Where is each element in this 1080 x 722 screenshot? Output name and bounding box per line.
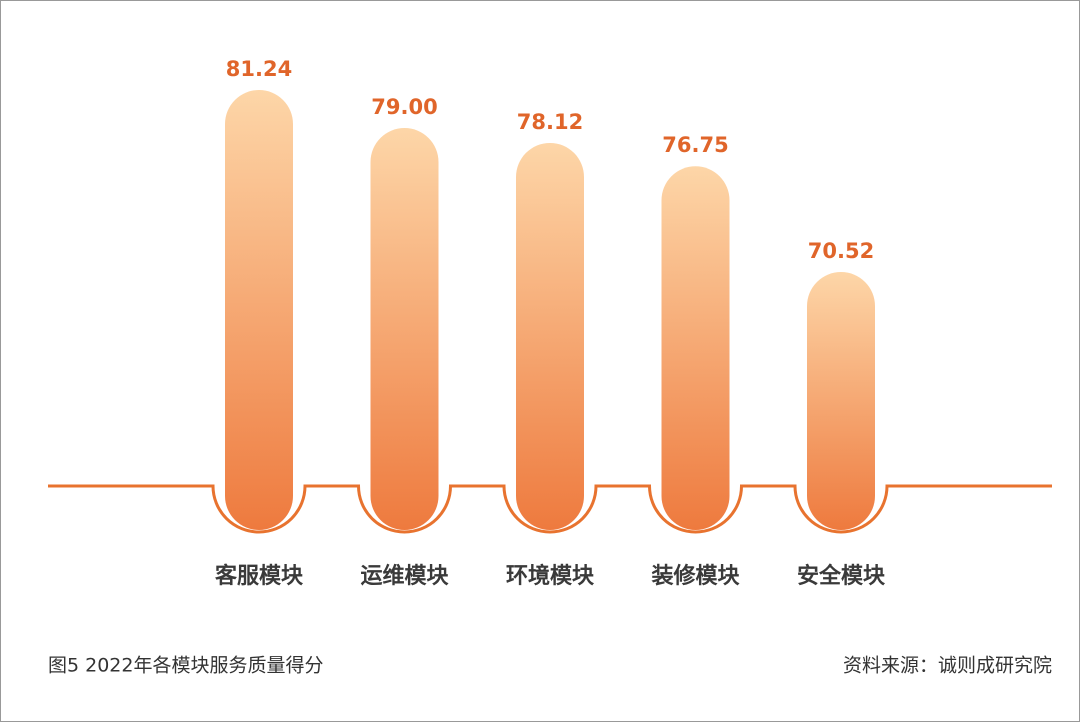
x-tick-label: 安全模块	[797, 563, 886, 589]
x-tick-label: 客服模块	[215, 563, 304, 589]
bar	[807, 272, 875, 530]
bar	[370, 128, 439, 530]
bar	[516, 142, 584, 530]
bar	[225, 90, 293, 530]
caption: 图5 2022年各模块服务质量得分	[48, 655, 323, 677]
value-label: 78.12	[517, 110, 583, 134]
bar	[661, 166, 730, 530]
value-label: 70.52	[808, 239, 874, 263]
value-label: 81.24	[226, 57, 292, 81]
value-label: 76.75	[662, 133, 728, 157]
x-tick-label: 装修模块	[651, 563, 740, 589]
x-tick-label: 环境模块	[506, 563, 595, 589]
baseline	[48, 484, 1052, 534]
source: 资料来源：诚则成研究院	[843, 655, 1052, 677]
x-tick-label: 运维模块	[360, 563, 449, 589]
value-label: 79.00	[371, 95, 437, 119]
